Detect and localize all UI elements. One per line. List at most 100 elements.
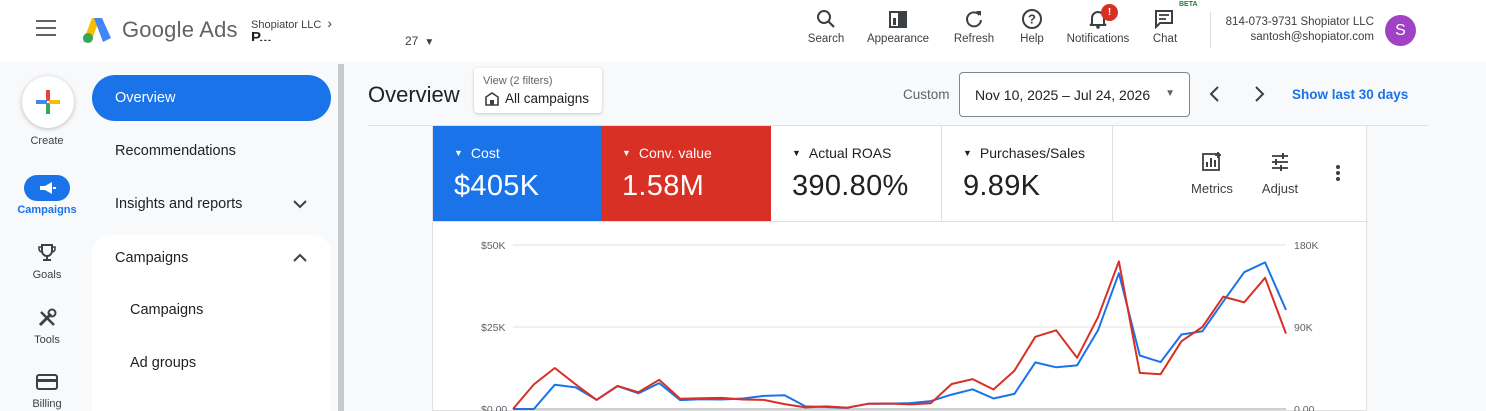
metric-roas-name-wrap: ▼ Actual ROAS: [792, 145, 891, 161]
beta-tag: BETA: [1179, 1, 1198, 8]
metric-actual-roas[interactable]: ▼ Actual ROAS 390.80%: [771, 126, 942, 221]
view-filter-value-wrap: All campaigns: [485, 91, 589, 106]
appearance-label: Appearance: [866, 33, 930, 45]
metric-purchases-name-wrap: ▼ Purchases/Sales: [963, 145, 1085, 161]
view-filter-label: View (2 filters): [483, 75, 553, 87]
metric-cost[interactable]: ▼ Cost $405K: [433, 126, 601, 221]
caret-down-icon: ▼: [454, 148, 463, 158]
tune-icon: [1272, 153, 1288, 171]
brand-name: Google Ads: [122, 17, 238, 42]
nav-item-recommendations[interactable]: Recommendations: [92, 128, 331, 174]
metric-roas-value: 390.80%: [792, 170, 909, 202]
metrics-chart-icon: [1202, 152, 1221, 171]
adjust-label: Adjust: [1261, 181, 1299, 196]
account-name[interactable]: P...: [251, 29, 272, 41]
y-left-tick-label: $50K: [481, 240, 506, 252]
view-filter-value: All campaigns: [505, 91, 590, 106]
rail-goals-label: Goals: [32, 269, 62, 281]
caret-down-icon: ▼: [622, 148, 631, 158]
nav-overview-label: Overview: [115, 90, 176, 106]
metric-conv-value-number: 1.58M: [622, 170, 705, 202]
adjust-button[interactable]: Adjust: [1257, 152, 1303, 196]
rail-item-campaigns[interactable]: Campaigns: [0, 175, 94, 216]
appearance-icon: [863, 6, 933, 32]
account-selector[interactable]: 27 ▼: [405, 34, 434, 48]
user-email: santosh@shopiator.com: [1250, 31, 1374, 43]
metric-purchases-value: 9.89K: [963, 170, 1041, 202]
caret-down-icon: ▼: [424, 37, 435, 48]
account-id: 27: [405, 34, 419, 48]
refresh-label: Refresh: [953, 33, 995, 45]
more-vert-icon[interactable]: [1335, 164, 1341, 182]
metric-conv-name-wrap: ▼ Conv. value: [622, 145, 712, 161]
search-label: Search: [807, 33, 845, 45]
tools-icon: [24, 305, 70, 331]
refresh-icon: [950, 6, 998, 32]
rail-create-label-wrap: Create: [0, 132, 94, 147]
rail-billing-label: Billing: [32, 398, 62, 410]
header-help-button[interactable]: ? Help: [1014, 6, 1050, 45]
header-notifications-button[interactable]: ! Notifications: [1062, 4, 1134, 45]
view-filter-chip[interactable]: View (2 filters) All campaigns: [474, 68, 602, 113]
left-rail: Create Campaigns Goals Tools Billing: [0, 62, 92, 411]
metric-cost-name-wrap: ▼ Cost: [454, 145, 500, 161]
rail-item-tools[interactable]: Tools: [0, 305, 94, 346]
billing-icon: [24, 369, 70, 395]
nav-item-overview[interactable]: Overview: [92, 75, 331, 121]
nav-sub-campaigns[interactable]: Campaigns: [130, 302, 204, 318]
create-button[interactable]: [22, 76, 74, 128]
plus-icon: [36, 90, 60, 114]
nav-insights-label: Insights and reports: [115, 196, 243, 212]
nav-campaigns-group-label: Campaigns: [115, 250, 189, 266]
header-chat-button[interactable]: BETA Chat: [1148, 1, 1198, 45]
metric-conv-value[interactable]: ▼ Conv. value 1.58M: [601, 126, 771, 221]
help-icon: ?: [1014, 6, 1050, 32]
metric-cost-value: $405K: [454, 170, 540, 202]
metric-divider: [433, 221, 1368, 222]
search-icon: [806, 6, 846, 32]
y-right-tick-label: 180K: [1294, 240, 1319, 252]
metric-purchases-name: Purchases/Sales: [979, 145, 1085, 161]
chat-icon: [1148, 6, 1182, 32]
main-content: Overview View (2 filters) All campaigns …: [344, 62, 1486, 411]
show-last-30-days-link[interactable]: Show last 30 days: [1292, 87, 1409, 102]
account-breadcrumb[interactable]: Shopiator LLC ›: [251, 15, 332, 31]
chevron-left-icon[interactable]: [1205, 84, 1225, 104]
header-search-button[interactable]: Search: [806, 6, 846, 45]
rail-campaigns-label: Campaigns: [17, 204, 77, 216]
google-ads-logo[interactable]: [82, 16, 112, 44]
nav-item-insights[interactable]: Insights and reports: [92, 181, 331, 227]
menu-icon[interactable]: [36, 20, 56, 38]
caret-down-icon: ▼: [963, 148, 972, 158]
chevron-right-icon[interactable]: [1249, 84, 1269, 104]
chat-label: Chat: [1152, 33, 1178, 45]
customer-id-name: 814-073-9731 Shopiator LLC: [1225, 16, 1374, 28]
header-appearance-button[interactable]: Appearance: [863, 6, 933, 45]
nav-item-campaigns-group[interactable]: Campaigns: [92, 235, 331, 281]
notifications-label: Notifications: [1066, 33, 1130, 45]
caret-down-icon: ▼: [1165, 88, 1175, 99]
metric-tools: Metrics Adjust: [1113, 126, 1368, 221]
metric-roas-name: Actual ROAS: [808, 145, 892, 161]
nav-sub-ad-groups[interactable]: Ad groups: [130, 355, 197, 371]
date-range-picker[interactable]: Nov 10, 2025 – Jul 24, 2026 ▼: [959, 72, 1190, 117]
header-refresh-button[interactable]: Refresh: [950, 6, 998, 45]
metrics-button[interactable]: Metrics: [1187, 152, 1237, 196]
secondary-nav: Overview Recommendations Insights and re…: [92, 62, 344, 411]
rail-create-label: Create: [30, 135, 64, 147]
rail-item-goals[interactable]: Goals: [0, 240, 94, 281]
performance-chart: $50K 180K $25K 90K $0.00 0.00: [481, 240, 1319, 411]
y-left-tick-label: $0.00: [481, 404, 507, 411]
y-right-tick-label: 90K: [1294, 322, 1313, 334]
header-divider: [1210, 12, 1211, 48]
top-bar: Google Ads Shopiator LLC › P... 27 ▼ Searc…: [0, 0, 1486, 62]
avatar[interactable]: S: [1385, 15, 1416, 46]
notification-badge: !: [1101, 4, 1118, 21]
chevron-up-icon: [293, 253, 307, 262]
caret-down-icon: ▼: [792, 148, 801, 158]
date-mode-label: Custom: [903, 87, 950, 102]
rail-item-billing[interactable]: Billing: [0, 369, 94, 410]
nav-scrollbar[interactable]: [338, 64, 344, 411]
metric-purchases[interactable]: ▼ Purchases/Sales 9.89K: [942, 126, 1113, 221]
bell-icon: [1062, 6, 1134, 32]
